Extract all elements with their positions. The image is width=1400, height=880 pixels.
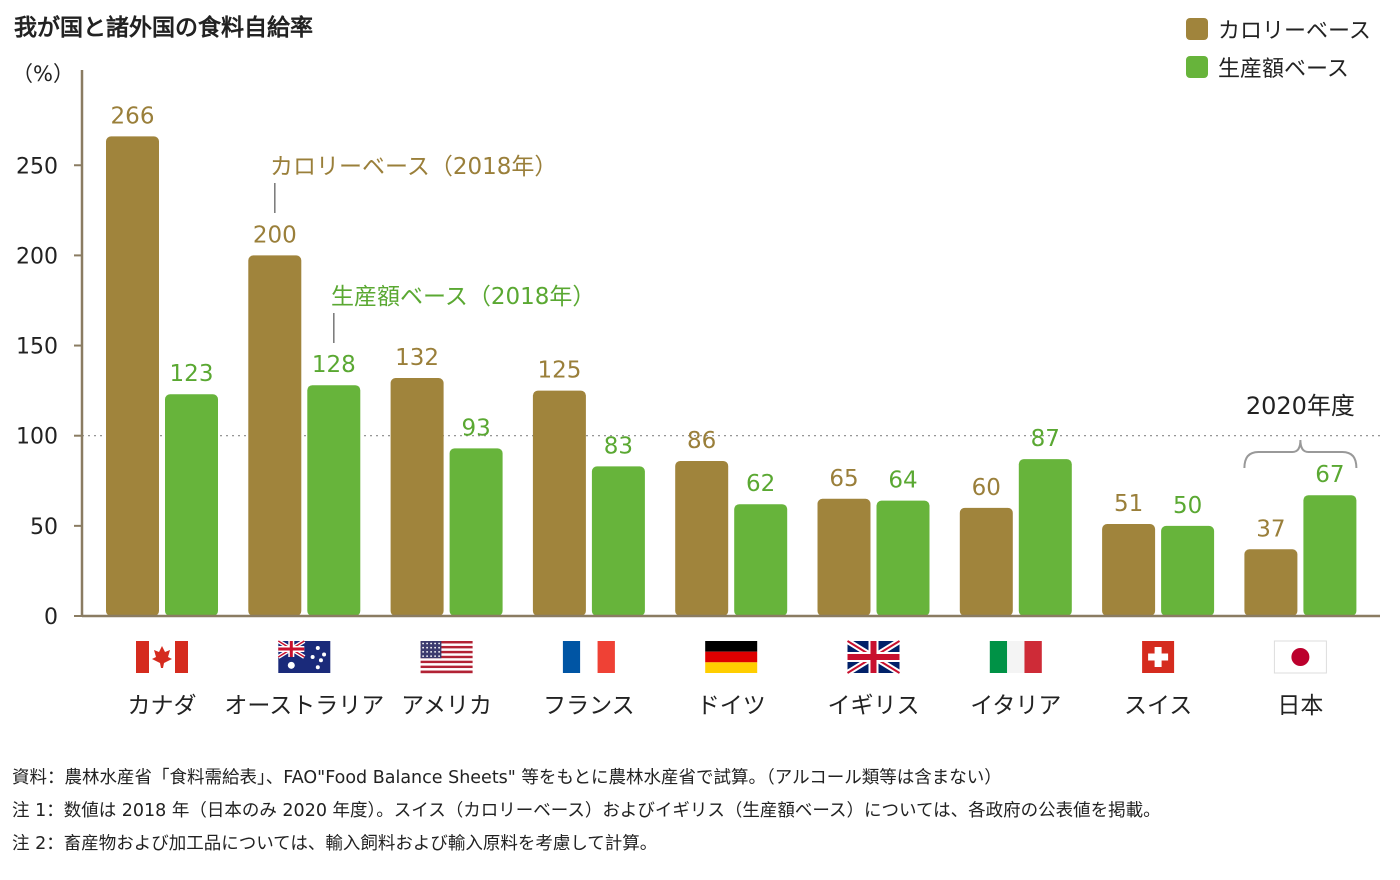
annotation-calorie: カロリーベース（2018年） bbox=[270, 154, 557, 180]
usa-flag-icon bbox=[420, 641, 473, 674]
legend-item-calorie: カロリーベース bbox=[1186, 10, 1371, 48]
bar-calorie bbox=[1102, 524, 1156, 616]
bar-calorie bbox=[675, 460, 729, 616]
bar-production bbox=[307, 385, 361, 616]
bar-production bbox=[591, 466, 645, 616]
germany-flag-icon bbox=[705, 641, 758, 673]
bar-calorie bbox=[959, 507, 1013, 616]
bar-production bbox=[449, 448, 503, 616]
data-label-production: 67 bbox=[1315, 462, 1344, 488]
bar-calorie bbox=[106, 136, 159, 617]
category-label: イタリア bbox=[970, 693, 1061, 719]
canada-flag-icon bbox=[136, 641, 188, 673]
note-2: 注 2：畜産物および加工品については、輸入飼料および輸入原料を考慮して計算。 bbox=[12, 834, 658, 854]
category-label: フランス bbox=[543, 693, 635, 719]
data-label-calorie: 132 bbox=[395, 345, 439, 371]
chart-title: 我が国と諸外国の食料自給率 bbox=[14, 15, 313, 41]
bar-calorie bbox=[817, 498, 871, 616]
note-source: 資料：農林水産省「食料需給表」、FAO"Food Balance Sheets"… bbox=[12, 768, 1002, 788]
italy-flag-icon bbox=[989, 641, 1042, 673]
data-label-production: 128 bbox=[312, 352, 356, 378]
data-label-calorie: 125 bbox=[537, 358, 581, 384]
notes: 資料：農林水産省「食料需給表」、FAO"Food Balance Sheets"… bbox=[12, 762, 1161, 861]
data-label-production: 64 bbox=[888, 468, 917, 494]
category-label: スイス bbox=[1124, 693, 1192, 719]
data-label-calorie: 200 bbox=[253, 222, 297, 248]
bar-production bbox=[1018, 459, 1072, 616]
y-tick-label: 200 bbox=[16, 244, 58, 269]
bar-production bbox=[1161, 525, 1215, 616]
japan-flag-icon bbox=[1273, 640, 1327, 674]
data-label-production: 50 bbox=[1173, 493, 1202, 519]
legend-label-calorie: カロリーベース bbox=[1218, 19, 1371, 44]
y-axis-unit-label: （%） bbox=[12, 62, 74, 86]
data-label-calorie: 37 bbox=[1256, 516, 1285, 542]
data-label-calorie: 65 bbox=[829, 466, 858, 492]
y-tick-label: 150 bbox=[16, 335, 58, 360]
data-label-calorie: 86 bbox=[687, 428, 716, 454]
data-label-calorie: 266 bbox=[111, 103, 155, 129]
australia-flag-icon bbox=[277, 639, 331, 673]
data-label-production: 87 bbox=[1031, 426, 1060, 452]
y-tick-label: 100 bbox=[16, 425, 58, 450]
bar-calorie bbox=[248, 255, 302, 616]
legend-item-production: 生産額ベース bbox=[1186, 48, 1371, 86]
data-label-production: 123 bbox=[170, 361, 214, 387]
france-flag-icon bbox=[562, 641, 615, 673]
data-label-calorie: 60 bbox=[972, 475, 1001, 501]
uk-flag-icon bbox=[845, 638, 902, 676]
bar-production bbox=[876, 500, 930, 616]
switzerland-flag-icon bbox=[1142, 641, 1175, 673]
bar-calorie bbox=[1244, 549, 1298, 616]
category-label: ドイツ bbox=[697, 693, 766, 719]
bar-production bbox=[734, 504, 788, 616]
annotation-japan-year: 2020年度 bbox=[1246, 392, 1355, 420]
y-tick-label: 0 bbox=[44, 605, 58, 630]
bar-production bbox=[1303, 495, 1357, 616]
data-label-calorie: 51 bbox=[1114, 491, 1143, 517]
category-label: オーストラリア bbox=[224, 693, 384, 719]
legend-swatch-calorie bbox=[1186, 18, 1208, 40]
data-label-production: 93 bbox=[461, 415, 490, 441]
category-label: 日本 bbox=[1277, 693, 1323, 719]
data-label-production: 83 bbox=[604, 433, 633, 459]
y-tick-label: 50 bbox=[30, 515, 58, 540]
bar-chart: 0 50 100 150 200 250 266 123 カナダ 200 128 オーストラリア 132… bbox=[16, 70, 1380, 719]
legend-swatch-production bbox=[1186, 56, 1208, 78]
y-tick-label: 250 bbox=[16, 154, 58, 179]
legend-label-production: 生産額ベース bbox=[1218, 57, 1349, 82]
bar-calorie bbox=[390, 378, 444, 616]
bar-production bbox=[165, 394, 218, 616]
data-label-production: 62 bbox=[746, 471, 775, 497]
note-1: 注 1：数値は 2018 年（日本のみ 2020 年度）。スイス（カロリーベース… bbox=[12, 801, 1161, 821]
bar-calorie bbox=[532, 390, 586, 616]
annotation-production: 生産額ベース（2018年） bbox=[331, 284, 595, 310]
chart-legend: カロリーベース 生産額ベース bbox=[1186, 10, 1371, 86]
japan-year-bracket bbox=[1243, 439, 1358, 469]
category-label: アメリカ bbox=[401, 693, 492, 719]
category-label: イギリス bbox=[828, 693, 920, 719]
category-label: カナダ bbox=[128, 693, 197, 719]
